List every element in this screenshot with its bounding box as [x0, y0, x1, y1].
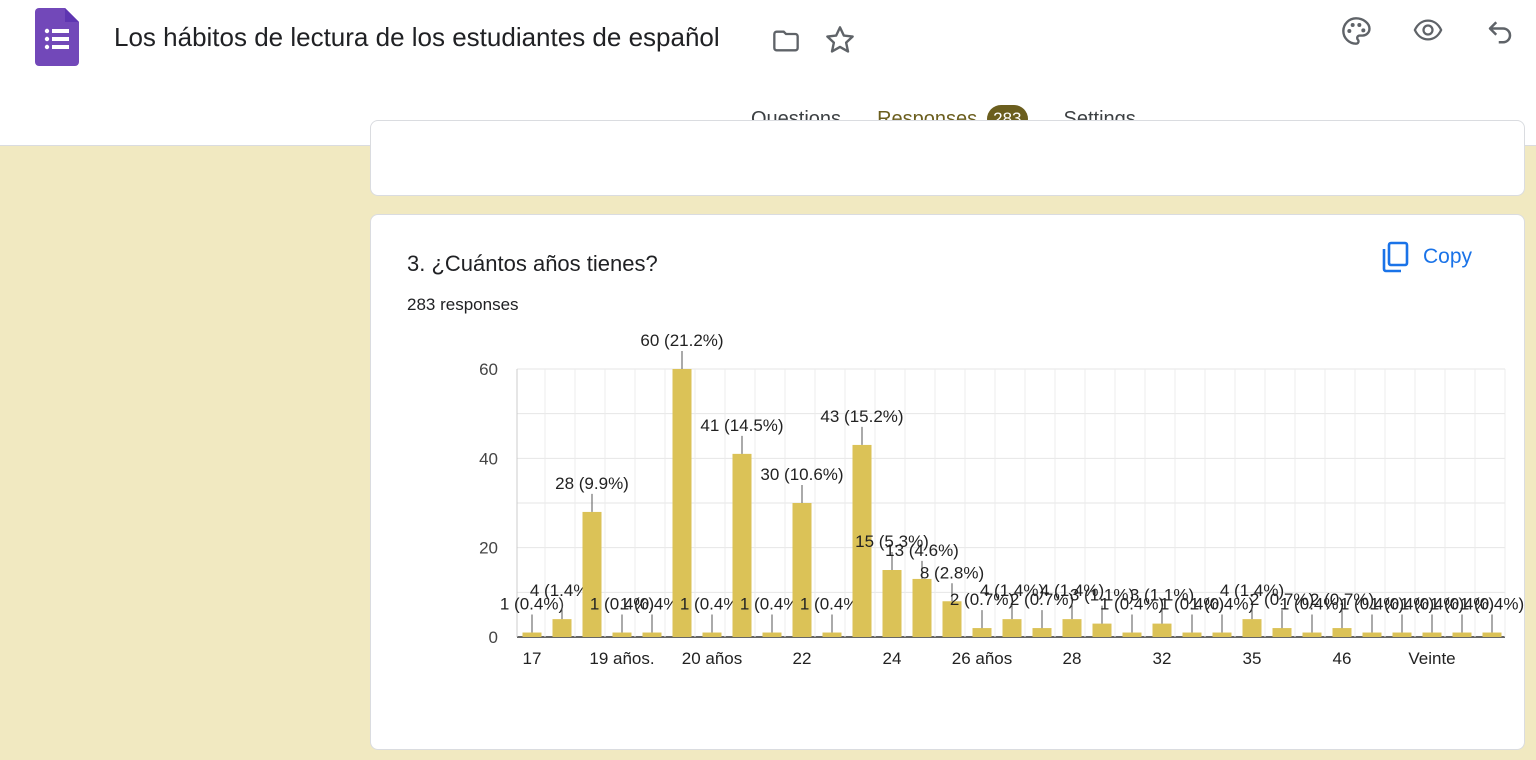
- form-title[interactable]: Los hábitos de lectura de los estudiante…: [114, 22, 720, 52]
- eye-preview-icon[interactable]: [1408, 12, 1448, 48]
- bar: [1332, 628, 1352, 637]
- bar: [1482, 632, 1502, 637]
- bar: [822, 632, 842, 637]
- bar: [1122, 632, 1142, 637]
- data-label: 41 (14.5%): [700, 416, 783, 435]
- bar: [1272, 628, 1292, 637]
- data-label: 1 (0.4%): [590, 595, 654, 614]
- data-label: 1 (0.4%): [1460, 595, 1524, 614]
- data-label: 3 (1.1%): [1070, 586, 1134, 605]
- bar: [1152, 623, 1172, 637]
- data-label: 15 (5.3%): [855, 532, 929, 551]
- bar: [1182, 632, 1202, 637]
- data-label: 1 (0.4%): [1370, 595, 1434, 614]
- bar: [1032, 628, 1052, 637]
- bar: [1362, 632, 1382, 637]
- bar: [552, 619, 572, 637]
- x-tick-label: 26 años: [952, 649, 1013, 668]
- bar: [1212, 632, 1232, 637]
- data-label: 1 (0.4%): [1160, 595, 1224, 614]
- bar: [582, 511, 602, 637]
- data-label: 4 (1.4%): [530, 581, 594, 600]
- bar: [882, 570, 902, 637]
- data-label: 2 (0.7%): [1010, 590, 1074, 609]
- data-label: 2 (0.7%): [1250, 590, 1314, 609]
- data-label: 43 (15.2%): [820, 407, 903, 426]
- y-tick-label: 60: [479, 360, 498, 379]
- previous-question-card: [370, 120, 1525, 196]
- bar: [1302, 632, 1322, 637]
- data-label: 1 (0.4%): [800, 595, 864, 614]
- bar: [1392, 632, 1412, 637]
- bar: [612, 632, 632, 637]
- copy-icon: [1382, 241, 1409, 273]
- x-tick-label: 32: [1153, 649, 1172, 668]
- data-label: 8 (2.8%): [920, 563, 984, 582]
- bar: [1452, 632, 1472, 637]
- data-label: 1 (0.4%): [740, 595, 804, 614]
- palette-icon[interactable]: [1338, 13, 1374, 49]
- bar: [732, 453, 752, 637]
- forms-logo-icon[interactable]: [35, 8, 79, 66]
- x-tick-label: 46: [1333, 649, 1352, 668]
- bar: [792, 503, 812, 637]
- x-tick-label: 17: [523, 649, 542, 668]
- data-label: 13 (4.6%): [885, 541, 959, 560]
- data-label: 1 (0.4%): [620, 595, 684, 614]
- bar: [1422, 632, 1442, 637]
- data-label: 28 (9.9%): [555, 474, 629, 493]
- data-label: 2 (0.7%): [1310, 590, 1374, 609]
- data-label: 4 (1.4%): [1040, 581, 1104, 600]
- x-tick-label: Veinte: [1408, 649, 1455, 668]
- x-tick-label: 20 años: [682, 649, 743, 668]
- data-label: 1 (0.4%): [500, 595, 564, 614]
- copy-chart-button[interactable]: Copy: [1381, 241, 1472, 273]
- data-label: 1 (0.4%): [1430, 595, 1494, 614]
- bar: [912, 578, 932, 637]
- data-label: 1 (0.4%): [1100, 595, 1164, 614]
- y-tick-label: 20: [479, 539, 498, 558]
- bar: [852, 444, 872, 637]
- data-label: 3 (1.1%): [1130, 586, 1194, 605]
- data-label: 1 (0.4%): [1340, 595, 1404, 614]
- response-count: 283 responses: [407, 295, 519, 314]
- data-label: 1 (0.4%): [1280, 595, 1344, 614]
- undo-icon[interactable]: [1482, 13, 1518, 49]
- x-tick-label: 35: [1243, 649, 1262, 668]
- bar: [702, 632, 722, 637]
- bar: [972, 628, 992, 637]
- data-label: 1 (0.4%): [1400, 595, 1464, 614]
- data-label: 60 (21.2%): [640, 331, 723, 350]
- question-title: 3. ¿Cuántos años tienes?: [407, 251, 658, 276]
- bar: [1092, 623, 1112, 637]
- data-label: 4 (1.4%): [980, 581, 1044, 600]
- y-tick-label: 40: [479, 449, 498, 468]
- y-tick-label: 0: [489, 628, 498, 647]
- folder-icon[interactable]: [768, 23, 804, 59]
- x-tick-label: 19 años.: [589, 649, 654, 668]
- data-label: 30 (10.6%): [760, 465, 843, 484]
- bar: [942, 601, 962, 637]
- star-icon[interactable]: [822, 22, 858, 58]
- x-tick-label: 28: [1063, 649, 1082, 668]
- x-tick-label: 22: [793, 649, 812, 668]
- bar: [1242, 619, 1262, 637]
- copy-label: Copy: [1423, 245, 1473, 268]
- bar: [672, 369, 692, 637]
- x-tick-label: 24: [883, 649, 902, 668]
- bar: [1062, 619, 1082, 637]
- data-label: 2 (0.7%): [950, 590, 1014, 609]
- data-label: 1 (0.4%): [1190, 595, 1254, 614]
- data-label: 4 (1.4%): [1220, 581, 1284, 600]
- bar: [642, 632, 662, 637]
- bar: [1002, 619, 1022, 637]
- bar: [762, 632, 782, 637]
- bar: [522, 632, 542, 637]
- data-label: 1 (0.4%): [680, 595, 744, 614]
- question-card: 3. ¿Cuántos años tienes? 283 responses C…: [370, 214, 1525, 750]
